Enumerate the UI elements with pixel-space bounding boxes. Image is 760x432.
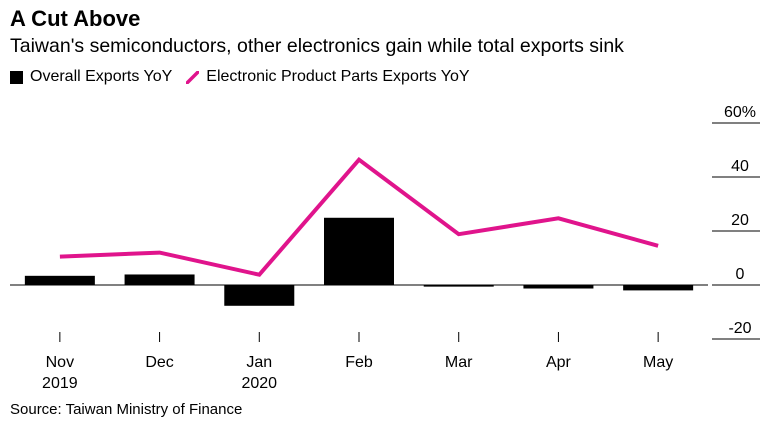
bar-overall-exports	[224, 285, 295, 306]
legend-line-swatch	[186, 70, 200, 84]
legend-label-electronic-parts: Electronic Product Parts Exports YoY	[206, 68, 470, 85]
x-tick-label: Jan	[246, 354, 272, 371]
source-note: Source: Taiwan Ministry of Finance	[10, 401, 243, 418]
bar-overall-exports	[324, 217, 394, 285]
y-tick-label: 20	[731, 212, 749, 229]
x-tick-sublabel: 2020	[241, 375, 277, 392]
y-tick-label: -20	[728, 320, 751, 337]
bar-overall-exports	[523, 285, 594, 289]
bar-overall-exports	[24, 275, 95, 285]
legend-item-overall-exports: Overall Exports YoY	[10, 68, 172, 86]
legend-bar-swatch	[10, 70, 23, 84]
x-tick-label: Nov	[46, 354, 74, 371]
bar-overall-exports	[623, 285, 694, 291]
line-electronic-parts	[59, 156, 659, 277]
bar-overall-exports	[124, 274, 195, 285]
x-tick-label: Mar	[445, 354, 473, 371]
legend-label-overall-exports: Overall Exports YoY	[30, 68, 173, 85]
bar-overall-exports	[423, 285, 494, 287]
y-tick-label: 0	[736, 266, 745, 283]
legend-item-electronic-parts: Electronic Product Parts Exports YoY	[186, 68, 470, 86]
legend: Overall Exports YoY Electronic Product P…	[10, 68, 484, 86]
y-tick-label: 40	[731, 158, 749, 175]
x-tick-label: May	[643, 354, 673, 371]
x-tick-label: Apr	[546, 354, 572, 371]
y-tick-label: 60%	[724, 104, 756, 121]
x-tick-sublabel: 2019	[42, 375, 78, 392]
chart-title: A Cut Above	[10, 6, 141, 31]
x-tick-label: Feb	[345, 354, 373, 371]
x-tick-label: Dec	[145, 354, 173, 371]
chart-subtitle: Taiwan's semiconductors, other electroni…	[10, 35, 624, 57]
